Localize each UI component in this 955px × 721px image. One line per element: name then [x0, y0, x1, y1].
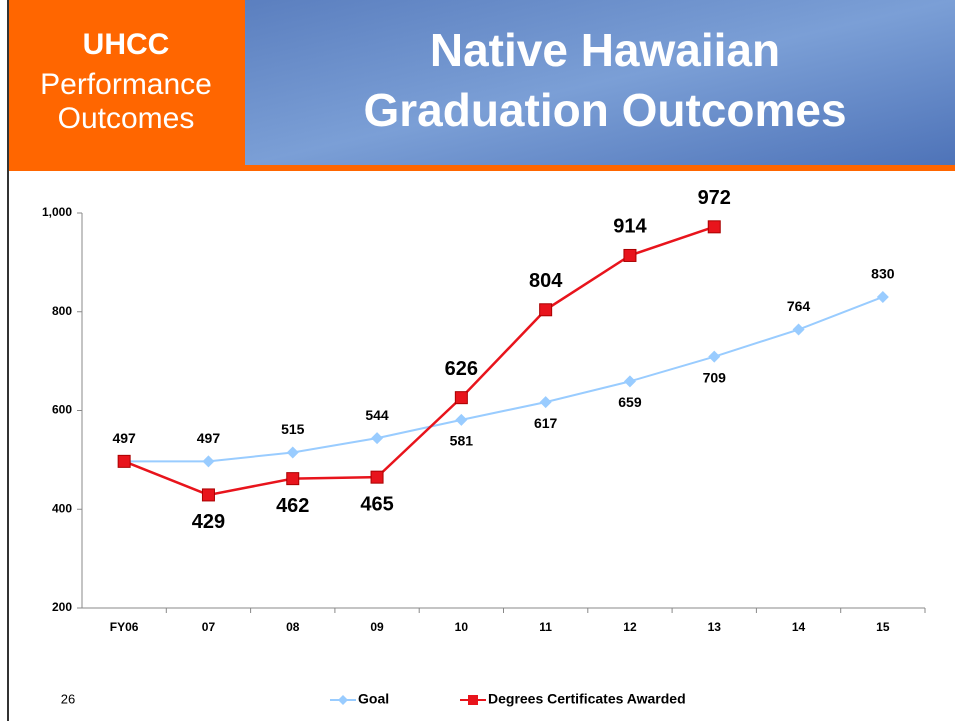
goal-marker — [623, 375, 636, 388]
degrees-marker — [286, 472, 300, 486]
degrees-label: 465 — [360, 493, 393, 515]
header-band — [245, 0, 955, 165]
y-tick-label: 400 — [52, 501, 72, 515]
series-line — [124, 296, 884, 463]
y-tick-label: 600 — [52, 403, 72, 417]
goal-marker — [455, 413, 468, 426]
x-tick-label: 15 — [876, 620, 890, 634]
goal-label: 709 — [703, 369, 727, 385]
goal-marker — [876, 290, 889, 303]
goal-label: 617 — [534, 415, 558, 431]
goal-marker — [708, 350, 721, 363]
x-tick-label: 09 — [370, 620, 384, 634]
goal-label: 659 — [618, 394, 642, 410]
badge-line: Outcomes — [58, 102, 195, 135]
goal-label: 497 — [112, 430, 136, 446]
degrees-marker — [454, 391, 468, 405]
goal-label: 764 — [787, 298, 811, 314]
goal-marker — [202, 455, 215, 468]
degrees-marker — [370, 470, 384, 484]
y-tick-label: 800 — [52, 304, 72, 318]
degrees-label: 462 — [276, 495, 309, 517]
y-tick-label: 200 — [52, 600, 72, 614]
degrees-marker — [539, 303, 553, 317]
badge-line: Performance — [40, 68, 212, 101]
degrees-marker — [117, 454, 131, 468]
title-line: Native Hawaiian — [430, 24, 780, 76]
x-tick-label: 12 — [623, 620, 637, 634]
degrees-label: 914 — [613, 216, 647, 238]
goal-marker — [539, 396, 552, 409]
x-tick-label: 14 — [792, 620, 806, 634]
degrees-label: 804 — [529, 270, 563, 292]
goal-marker — [286, 446, 299, 459]
degrees-marker — [201, 488, 215, 502]
x-tick-label: 10 — [455, 620, 469, 634]
badge-title: UHCC — [83, 28, 170, 61]
degrees-label: 972 — [698, 187, 731, 209]
x-tick-label: 13 — [708, 620, 722, 634]
legend-label: Degrees Certificates Awarded — [488, 691, 686, 707]
x-tick-label: 11 — [539, 620, 552, 634]
legend-label: Goal — [358, 691, 389, 707]
header-rule — [8, 165, 955, 171]
goal-marker — [792, 323, 805, 336]
degrees-marker — [707, 220, 721, 234]
goal-label: 515 — [281, 421, 305, 437]
page-number: 26 — [61, 691, 75, 706]
goal-label: 581 — [450, 433, 474, 449]
legend-marker — [468, 695, 478, 705]
goal-label: 544 — [365, 407, 389, 423]
y-tick-label: 1,000 — [42, 205, 72, 219]
degrees-marker — [623, 248, 637, 262]
header-badge — [8, 0, 245, 165]
degrees-label: 626 — [445, 358, 478, 380]
title-line: Graduation Outcomes — [363, 84, 846, 136]
goal-label: 497 — [197, 430, 221, 446]
goal-label: 830 — [871, 266, 895, 282]
x-tick-label: 08 — [286, 620, 300, 634]
x-tick-label: FY06 — [110, 620, 139, 634]
degrees-label: 429 — [192, 511, 225, 533]
series-line — [123, 225, 715, 497]
legend-marker — [338, 695, 348, 705]
goal-marker — [371, 432, 384, 445]
x-tick-label: 07 — [202, 620, 216, 634]
